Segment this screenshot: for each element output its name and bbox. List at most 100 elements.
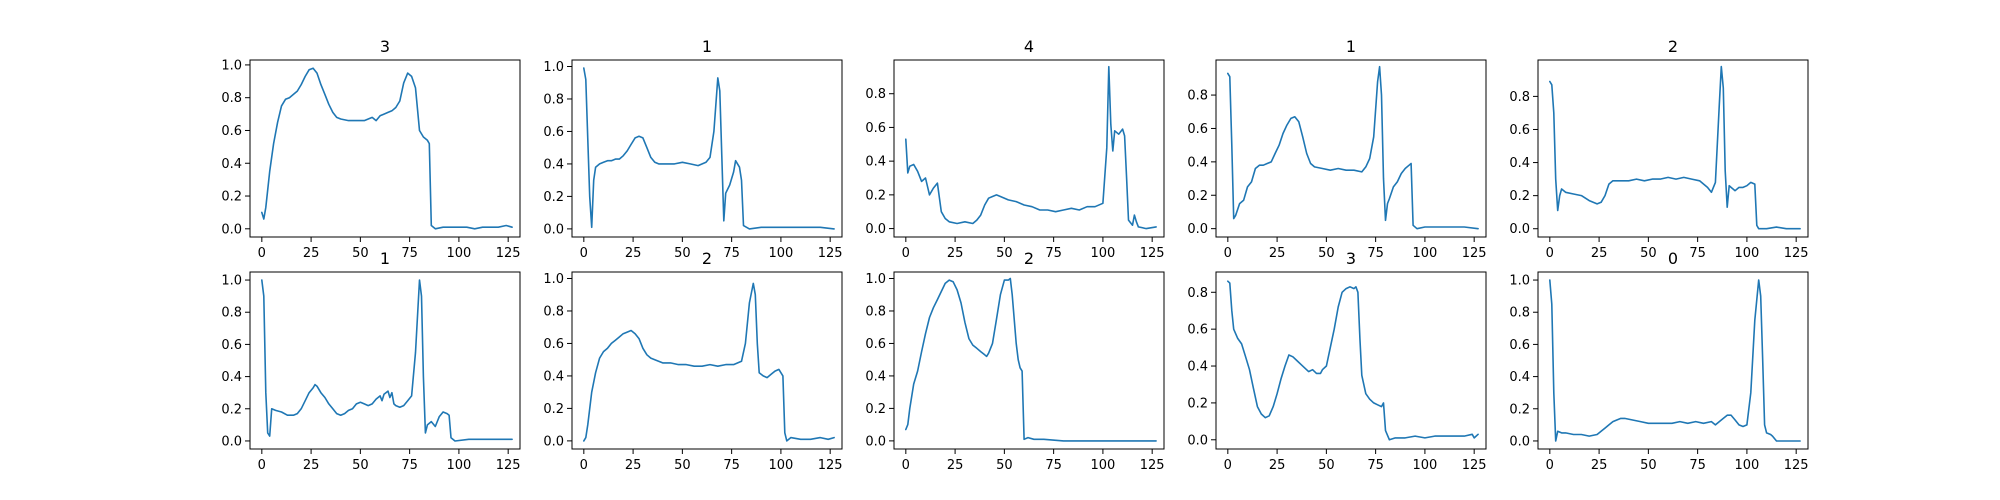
x-tick-label: 0	[1224, 246, 1232, 261]
y-tick-label: 0.0	[221, 434, 242, 449]
y-tick-label: 0.0	[1187, 222, 1208, 237]
x-tick-label: 100	[1734, 458, 1759, 473]
y-tick-label: 0.8	[543, 92, 564, 107]
subplot-title: 3	[380, 37, 390, 56]
subplot-title: 1	[380, 249, 390, 268]
series-line	[905, 65, 1157, 230]
y-tick-label: 0.4	[865, 369, 886, 384]
subplot-title: 1	[702, 37, 712, 56]
y-tick-label: 0.4	[543, 157, 564, 172]
x-tick-label: 50	[1640, 458, 1657, 473]
x-tick-label: 50	[1640, 246, 1657, 261]
y-tick-label: 0.0	[1509, 434, 1530, 449]
x-tick-label: 125	[1140, 458, 1165, 473]
y-tick-label: 0.0	[1509, 222, 1530, 237]
x-tick-label: 25	[947, 246, 964, 261]
x-tick-label: 0	[580, 458, 588, 473]
series-line	[583, 282, 835, 442]
y-tick-label: 1.0	[221, 58, 242, 73]
y-tick-label: 0.0	[1187, 433, 1208, 448]
series-line	[1549, 65, 1801, 230]
y-tick-label: 0.2	[1509, 189, 1530, 204]
y-tick-label: 0.6	[1509, 338, 1530, 353]
y-tick-label: 0.2	[543, 402, 564, 417]
axes-frame	[893, 271, 1165, 450]
axes-frame	[249, 59, 521, 238]
x-tick-label: 50	[352, 246, 369, 261]
series-line	[905, 277, 1157, 442]
y-tick-label: 1.0	[543, 60, 564, 75]
y-tick-label: 0.8	[1187, 89, 1208, 104]
x-tick-label: 50	[674, 246, 691, 261]
axes-frame	[1215, 59, 1487, 238]
y-tick-label: 0.8	[1509, 306, 1530, 321]
y-tick-label: 0.2	[221, 190, 242, 205]
x-tick-label: 100	[446, 458, 471, 473]
series-line	[1227, 280, 1479, 441]
x-tick-label: 0	[1224, 458, 1232, 473]
y-tick-label: 0.6	[543, 337, 564, 352]
y-tick-label: 0.4	[221, 157, 242, 172]
x-tick-label: 100	[446, 246, 471, 261]
x-tick-label: 75	[1367, 458, 1384, 473]
y-tick-label: 0.2	[865, 402, 886, 417]
subplot-8: 2 0 25 50 75 100 125 0.0 0.2 0.4 0.6 0.8 1.0	[865, 249, 1164, 473]
x-tick-label: 100	[1090, 246, 1115, 261]
x-tick-label: 25	[947, 458, 964, 473]
y-tick-label: 0.6	[543, 125, 564, 140]
y-tick-label: 0.4	[1187, 155, 1208, 170]
x-tick-label: 50	[674, 458, 691, 473]
y-tick-label: 0.6	[1187, 323, 1208, 338]
subplot-title: 1	[1346, 37, 1356, 56]
x-tick-label: 125	[1462, 246, 1487, 261]
x-tick-label: 100	[768, 458, 793, 473]
subplot-title: 4	[1024, 37, 1034, 56]
y-tick-label: 0.2	[865, 188, 886, 203]
subplot-title: 2	[1024, 249, 1034, 268]
y-tick-label: 1.0	[221, 274, 242, 289]
y-tick-label: 0.0	[543, 434, 564, 449]
x-tick-label: 75	[1689, 246, 1706, 261]
x-tick-label: 125	[1784, 458, 1809, 473]
x-tick-label: 0	[258, 246, 266, 261]
x-tick-label: 50	[996, 458, 1013, 473]
subplot-4: 1 0 25 50 75 100 125 0.0 0.2 0.4 0.6 0.8	[1187, 37, 1486, 261]
x-tick-label: 125	[1784, 246, 1809, 261]
axes-frame	[893, 59, 1165, 238]
y-tick-label: 1.0	[1509, 274, 1530, 289]
x-tick-label: 50	[1318, 458, 1335, 473]
y-tick-label: 0.0	[865, 434, 886, 449]
y-tick-label: 0.8	[865, 87, 886, 102]
series-line	[1549, 279, 1801, 442]
x-tick-label: 100	[1412, 458, 1437, 473]
subplot-2: 1 0 25 50 75 100 125 0.0 0.2 0.4 0.6 0.8 1.0	[543, 37, 842, 261]
subplot-title: 2	[1668, 37, 1678, 56]
y-tick-label: 0.4	[1187, 360, 1208, 375]
y-tick-label: 0.2	[543, 190, 564, 205]
y-tick-label: 0.2	[221, 402, 242, 417]
axes-frame	[571, 271, 843, 450]
x-tick-label: 25	[1269, 246, 1286, 261]
x-tick-label: 100	[1090, 458, 1115, 473]
x-tick-label: 125	[818, 458, 843, 473]
y-tick-label: 1.0	[543, 272, 564, 287]
subplot-9: 3 0 25 50 75 100 125 0.0 0.2 0.4 0.6 0.8	[1187, 249, 1486, 473]
y-tick-label: 0.6	[221, 338, 242, 353]
x-tick-label: 75	[1689, 458, 1706, 473]
subplot-title: 3	[1346, 249, 1356, 268]
x-tick-label: 50	[1318, 246, 1335, 261]
x-tick-label: 125	[818, 246, 843, 261]
y-tick-label: 0.6	[1509, 123, 1530, 138]
x-tick-label: 100	[1734, 246, 1759, 261]
y-tick-label: 0.2	[1509, 402, 1530, 417]
y-tick-label: 0.4	[1509, 156, 1530, 171]
y-tick-label: 0.6	[221, 124, 242, 139]
x-tick-label: 75	[723, 458, 740, 473]
y-tick-label: 0.6	[865, 337, 886, 352]
x-tick-label: 25	[303, 246, 320, 261]
series-line	[261, 279, 513, 442]
series-line	[583, 67, 835, 230]
y-tick-label: 0.8	[221, 91, 242, 106]
x-tick-label: 0	[580, 246, 588, 261]
